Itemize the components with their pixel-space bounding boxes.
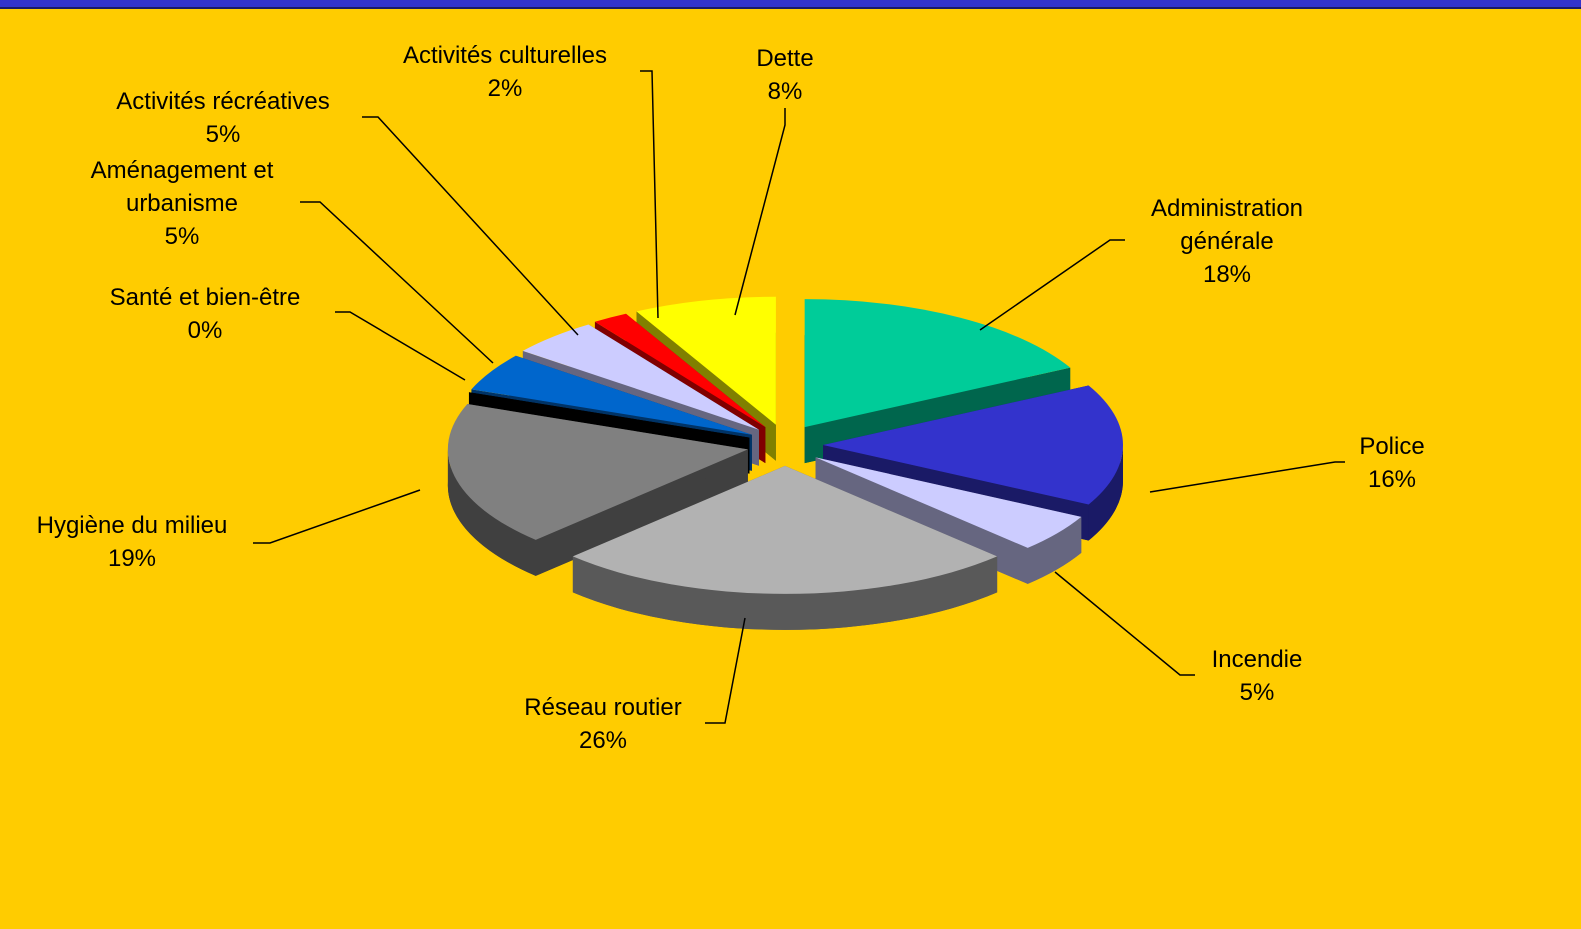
slice [572, 465, 998, 594]
slice-wall [447, 449, 536, 576]
slice [815, 457, 1082, 548]
slice [594, 313, 766, 428]
category-label: Administration générale [1150, 195, 1304, 255]
slice [447, 403, 748, 540]
leader-line [253, 489, 421, 544]
slice-wall [572, 556, 998, 630]
category-label: Aménagement et urbanisme [90, 157, 274, 217]
category-label: Activités récréatives [116, 88, 330, 115]
value-label: 19% [107, 545, 157, 572]
leader-line [705, 617, 746, 724]
slice-label: Police 16% [1292, 430, 1492, 496]
slice [636, 296, 776, 425]
slice-label: Réseau routier 26% [453, 691, 753, 757]
slice [804, 299, 1071, 428]
slice-label: Aménagement et urbanisme 5% [57, 154, 307, 253]
slice [823, 385, 1123, 505]
category-label: Activités culturelles [402, 42, 608, 69]
top-bar [0, 0, 1581, 9]
slice [468, 392, 750, 438]
slice-label: Administration générale 18% [1117, 192, 1337, 291]
category-label: Police [1359, 433, 1425, 460]
slice-label: Santé et bien-être 0% [45, 281, 365, 347]
slice [471, 355, 752, 435]
slice-wall [1027, 516, 1082, 584]
leader-line [979, 239, 1125, 331]
category-label: Hygiène du milieu [36, 512, 228, 539]
value-label: 5% [164, 223, 200, 250]
slice-label: Hygiène du milieu 19% [0, 509, 282, 575]
leader-line [1054, 571, 1195, 676]
slice-label: Activités récréatives 5% [53, 85, 393, 151]
category-label: Réseau routier [524, 694, 682, 721]
slice-label: Dette 8% [685, 42, 885, 108]
value-label: 5% [205, 121, 241, 148]
category-label: Dette [756, 45, 814, 72]
value-label: 8% [767, 78, 803, 105]
value-label: 2% [487, 75, 523, 102]
value-label: 26% [578, 727, 628, 754]
slice [522, 324, 759, 430]
leader-line [362, 116, 579, 336]
slice-edge [535, 449, 748, 576]
value-label: 5% [1239, 679, 1275, 706]
slice-label: Incendie 5% [1157, 643, 1357, 709]
leader-line [734, 108, 786, 316]
category-label: Santé et bien-être [109, 284, 301, 311]
leader-line [335, 311, 466, 381]
value-label: 0% [187, 317, 223, 344]
leader-line [640, 70, 659, 319]
category-label: Incendie [1211, 646, 1303, 673]
leader-line [1149, 461, 1345, 493]
slice-wall [1088, 445, 1123, 541]
value-label: 18% [1202, 261, 1252, 288]
value-label: 16% [1367, 466, 1417, 493]
leader-line [300, 201, 494, 364]
slice-label: Activités culturelles 2% [345, 39, 665, 105]
